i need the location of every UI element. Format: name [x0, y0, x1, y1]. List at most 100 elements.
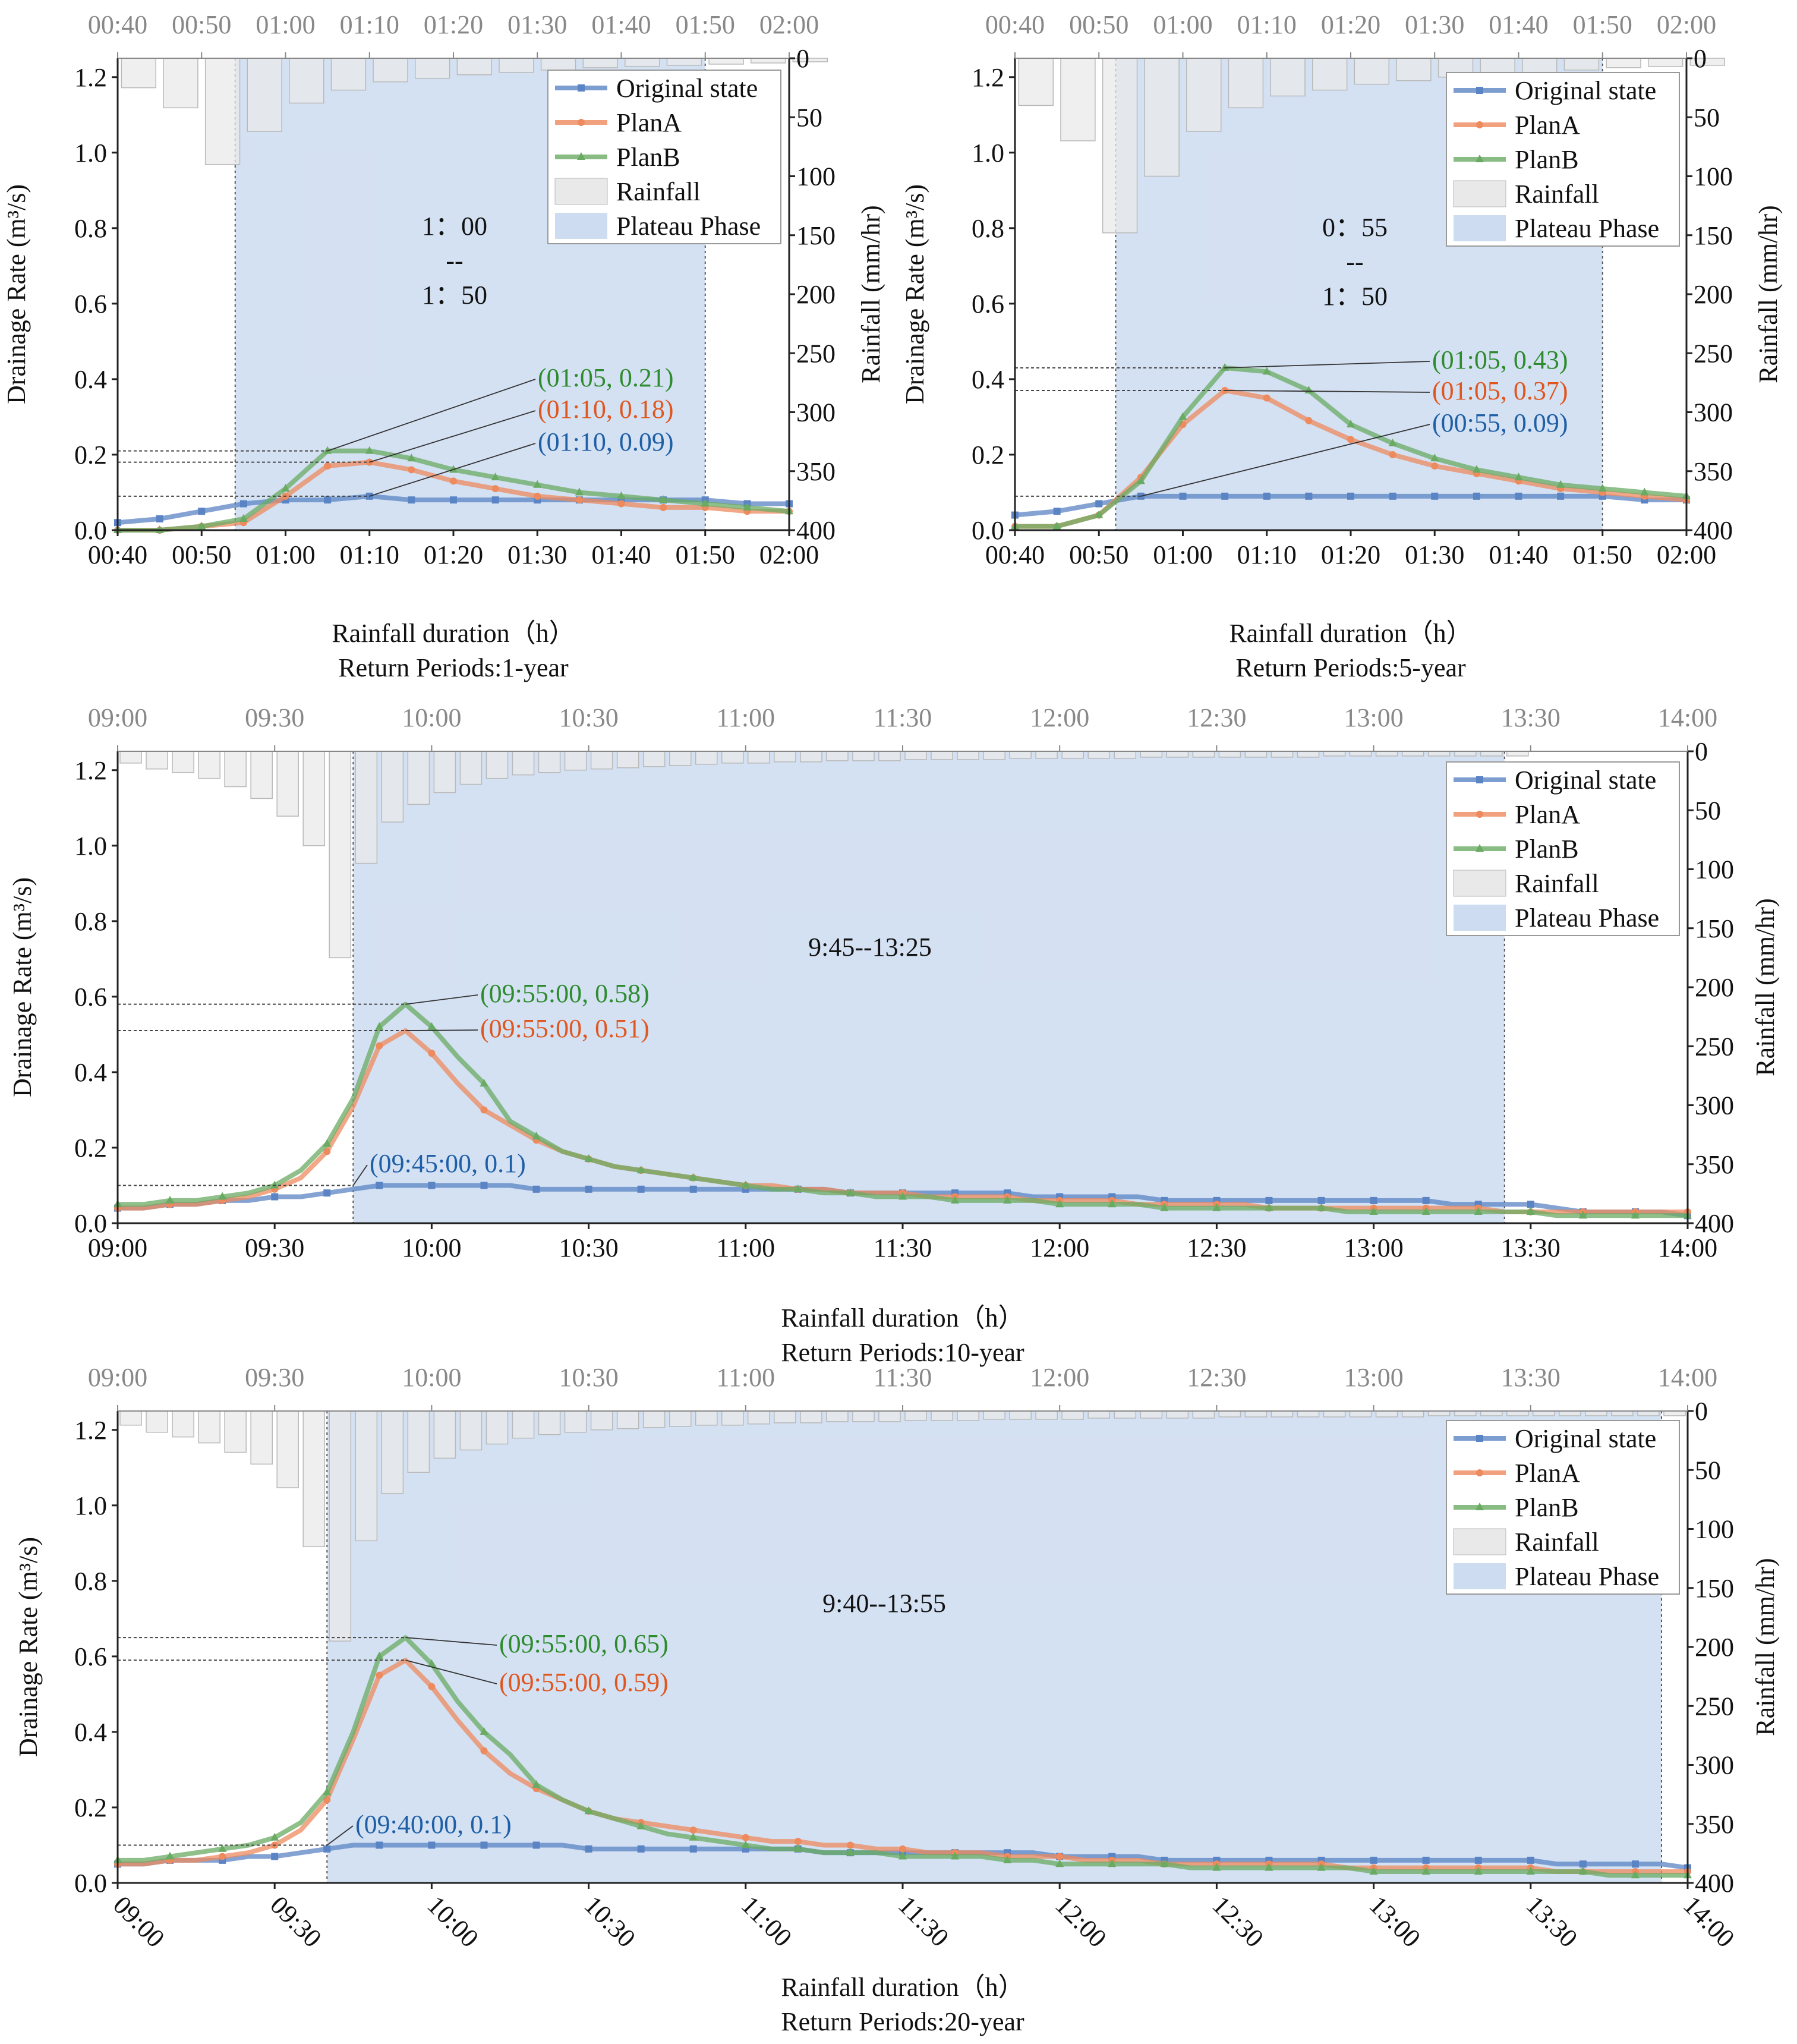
legend-label-planA: PlanA [1515, 800, 1580, 829]
x-tick-label: 01:40 [1489, 540, 1548, 569]
rain-tick-label: 350 [1694, 457, 1733, 486]
marker-planb [281, 484, 290, 492]
y-tick-label: 0.8 [74, 907, 107, 936]
x-tick-top-label: 11:30 [874, 703, 932, 732]
x-tick-label: 12:00 [1049, 1890, 1112, 1953]
marker-original [323, 1845, 331, 1853]
marker-planb [1178, 412, 1187, 420]
marker-original [1422, 1196, 1430, 1204]
marker-planb [1212, 1203, 1221, 1211]
marker-original [408, 496, 415, 504]
legend-label-planA: PlanA [616, 108, 682, 137]
marker-original [1527, 1856, 1534, 1864]
x-tick-top-label: 01:10 [340, 10, 399, 39]
rainfall-bar [708, 58, 744, 65]
rainfall-bar [564, 1410, 587, 1433]
rainfall-bar [250, 751, 273, 799]
legend-label-rainfall: Rainfall [1515, 179, 1599, 209]
x-tick-top-label: 01:00 [256, 10, 315, 39]
rainfall-bar [407, 1410, 430, 1473]
rainfall-bar [1559, 1410, 1581, 1416]
marker-planb [323, 446, 332, 454]
rainfall-bar [373, 58, 408, 83]
marker-planb [584, 1806, 593, 1815]
y-axis-right-title: Rainfall (mm/hr) [1751, 1558, 1780, 1736]
marker-original [1265, 1196, 1273, 1204]
x-tick-top-label: 12:00 [1030, 703, 1089, 732]
rainfall-bar [774, 1410, 796, 1423]
rain-tick-label: 0 [1695, 1397, 1708, 1426]
rainfall-bar [485, 1410, 509, 1445]
rainfall-bar [582, 58, 618, 68]
rain-tick-label: 400 [1695, 1869, 1734, 1898]
chart-c4: 9:40--13:55 (09:55:00, 0.65) (09:55:00, 0.… [14, 1363, 1780, 2036]
y-axis-title: Drainage Rate (m³/s) [2, 184, 31, 404]
rainfall-bar [1375, 1410, 1398, 1418]
marker-planb [689, 1173, 698, 1181]
marker-plana [480, 1106, 488, 1114]
rainfall-bar [1375, 751, 1398, 757]
rainfall-bar [1270, 751, 1294, 758]
annotation-leader [405, 1637, 497, 1646]
rainfall-bar [540, 58, 576, 71]
marker-planb [218, 1844, 227, 1852]
marker-original [689, 1185, 697, 1193]
marker-original [376, 1841, 383, 1849]
x-tick-top-label: 13:00 [1344, 703, 1403, 732]
rainfall-bar [1312, 58, 1348, 91]
rainfall-bar [1114, 1410, 1137, 1419]
rain-tick-label: 200 [796, 280, 836, 309]
marker-plana [689, 1826, 697, 1834]
y-tick-label: 0.0 [74, 1869, 107, 1898]
marker-planb [951, 1851, 960, 1860]
x-tick-top-label: 12:00 [1030, 1363, 1089, 1392]
rainfall-bar [1480, 751, 1503, 757]
marker-planb [1556, 480, 1565, 488]
y-tick-label: 0.0 [74, 1209, 107, 1238]
marker-planb [846, 1848, 855, 1856]
marker-plana [324, 462, 332, 470]
rain-tick-label: 0 [1694, 44, 1707, 73]
rainfall-bar [750, 58, 786, 64]
legend-label-original: Original state [1515, 766, 1656, 795]
rainfall-bar [800, 1410, 822, 1423]
rainfall-bar [289, 58, 324, 104]
marker-plana [1305, 417, 1313, 424]
y-tick-label: 0.6 [74, 1642, 107, 1671]
x-tick-top-label: 01:40 [591, 10, 651, 39]
annotation-original: (09:45:00, 0.1) [370, 1149, 526, 1178]
marker-planb [898, 1192, 907, 1200]
rainfall-bar [1166, 751, 1189, 758]
marker-planb [1317, 1863, 1326, 1871]
marker-original [480, 1841, 488, 1849]
x-tick-label: 09:00 [88, 1233, 147, 1262]
rainfall-bar [904, 1410, 927, 1421]
marker-planb [1055, 1199, 1064, 1208]
rain-tick-label: 350 [1695, 1810, 1734, 1839]
x-tick-top-label: 01:10 [1237, 10, 1297, 39]
annotation-leader [1140, 424, 1430, 497]
marker-planb [197, 521, 206, 530]
x-tick-label: 13:00 [1364, 1890, 1427, 1953]
legend-swatch-plateau [555, 213, 607, 239]
chart-title: Return Periods:1-year [338, 653, 569, 682]
marker-plana [323, 1148, 331, 1155]
marker-planb [480, 1078, 488, 1086]
legend-marker [1476, 811, 1483, 818]
legend-marker [1476, 87, 1483, 94]
rainfall-bar [1270, 58, 1306, 97]
x-tick-top-label: 11:00 [717, 1363, 775, 1392]
rainfall-bar [1228, 58, 1264, 109]
rainfall-bar [1396, 58, 1432, 81]
marker-original [428, 1841, 436, 1849]
marker-original [1527, 1201, 1534, 1208]
rainfall-bar [642, 1410, 666, 1428]
x-tick-label: 10:00 [421, 1890, 484, 1953]
legend-label-plateau: Plateau Phase [1515, 214, 1659, 243]
rain-tick-label: 50 [1695, 796, 1721, 825]
rainfall-bar [1647, 58, 1683, 67]
rainfall-bar [1323, 751, 1346, 757]
chart-c3: 9:45--13:25 (09:55:00, 0.58) (09:55:00, 0.… [8, 703, 1780, 1367]
x-tick-top-label: 10:30 [559, 703, 618, 732]
marker-original [1370, 1196, 1377, 1204]
